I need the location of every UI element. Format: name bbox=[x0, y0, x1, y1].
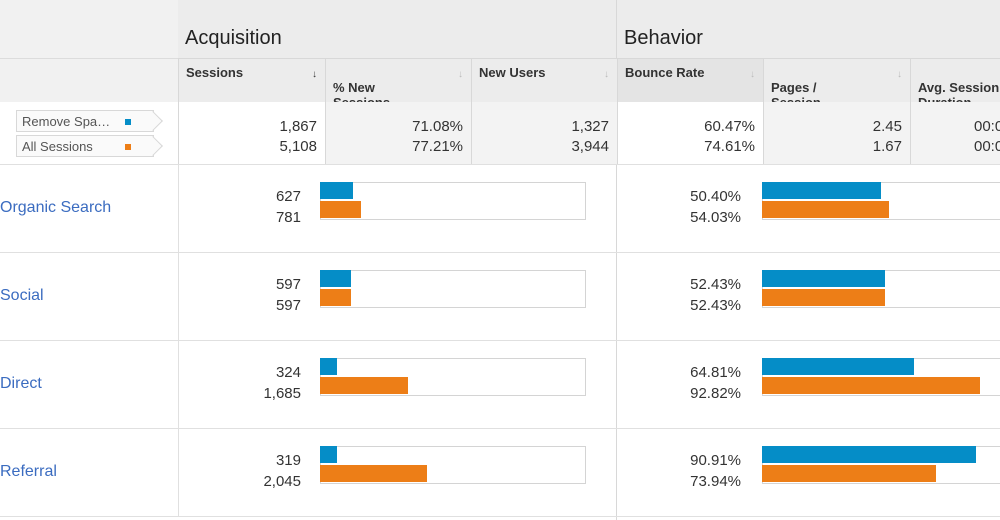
sessions-value: 319 bbox=[275, 452, 301, 469]
bounce-bar-segment-b bbox=[762, 377, 980, 394]
sessions-value: 1,685 bbox=[263, 385, 301, 402]
summary-new-users: 1,327 3,944 bbox=[471, 102, 617, 164]
summary-value: 00:0 bbox=[974, 138, 1000, 155]
summary-value: 77.21% bbox=[412, 138, 463, 155]
summary-bounce: 60.47% 74.61% bbox=[617, 102, 763, 164]
group-divider bbox=[616, 0, 617, 520]
sessions-bar-segment-a bbox=[320, 446, 337, 463]
sort-arrow-icon[interactable]: ↓ bbox=[312, 69, 317, 80]
divider bbox=[0, 58, 178, 59]
segment-label: Remove Spa… bbox=[22, 114, 111, 129]
sort-arrow-icon[interactable]: ↓ bbox=[604, 69, 609, 80]
col-header-pages-session[interactable]: Pages / Session ↓ bbox=[763, 58, 910, 110]
sessions-bar-segment-b bbox=[320, 465, 427, 482]
sort-arrow-icon[interactable]: ↓ bbox=[458, 69, 463, 80]
row-label-direct[interactable]: Direct bbox=[0, 375, 42, 392]
summary-value: 1.67 bbox=[872, 138, 902, 155]
sessions-bar-segment-a bbox=[320, 182, 353, 199]
bounce-bar-segment-a bbox=[762, 446, 976, 463]
row-label-referral[interactable]: Referral bbox=[0, 463, 57, 480]
bounce-bar-segment-a bbox=[762, 358, 914, 375]
sessions-bar-segment-a bbox=[320, 358, 337, 375]
divider bbox=[0, 340, 1000, 341]
summary-value: 2.45 bbox=[872, 118, 902, 135]
divider bbox=[178, 341, 179, 429]
divider bbox=[0, 428, 1000, 429]
col-header-new-users[interactable]: New Users ↓ bbox=[471, 58, 617, 102]
bounce-bar-segment-a bbox=[762, 270, 885, 287]
bounce-bar-segment-b bbox=[762, 201, 889, 218]
segment-color-dot-icon bbox=[125, 119, 131, 125]
divider bbox=[0, 164, 1000, 165]
sessions-bar-segment-b bbox=[320, 201, 361, 218]
col-header-sessions[interactable]: Sessions ↓ bbox=[178, 58, 325, 102]
summary-value: 00:0 bbox=[974, 118, 1000, 135]
summary-duration: 00:0 00:0 bbox=[910, 102, 1000, 164]
summary-pct-new: 71.08% 77.21% bbox=[325, 102, 471, 164]
bounce-bar-segment-b bbox=[762, 289, 885, 306]
summary-value: 74.61% bbox=[704, 138, 755, 155]
sort-arrow-icon[interactable]: ↓ bbox=[897, 69, 902, 80]
divider bbox=[0, 252, 1000, 253]
bounce-rate-value: 90.91% bbox=[690, 452, 741, 469]
bounce-rate-value: 54.03% bbox=[690, 209, 741, 226]
col-label: New Users bbox=[479, 65, 546, 80]
divider bbox=[178, 429, 179, 517]
sessions-bar-frame bbox=[320, 182, 586, 220]
segment-chip-remove-spam[interactable]: Remove Spa… bbox=[16, 110, 154, 132]
summary-value: 3,944 bbox=[571, 138, 609, 155]
col-header-bounce-rate[interactable]: Bounce Rate ↓ bbox=[617, 58, 763, 102]
sort-arrow-icon[interactable]: ↓ bbox=[750, 69, 755, 80]
summary-value: 5,108 bbox=[279, 138, 317, 155]
bounce-rate-value: 92.82% bbox=[690, 385, 741, 402]
summary-sessions: 1,867 5,108 bbox=[178, 102, 325, 164]
col-label: Sessions bbox=[186, 65, 244, 80]
summary-pages: 2.45 1.67 bbox=[763, 102, 910, 164]
divider bbox=[0, 516, 1000, 517]
bounce-bar-segment-a bbox=[762, 182, 881, 199]
row-label-organic-search[interactable]: Organic Search bbox=[0, 199, 112, 216]
col-label: Bounce Rate bbox=[625, 65, 705, 80]
bounce-rate-value: 50.40% bbox=[690, 188, 741, 205]
summary-value: 1,327 bbox=[571, 118, 609, 135]
sessions-value: 2,045 bbox=[263, 473, 301, 490]
segment-color-dot-icon bbox=[125, 144, 131, 150]
summary-value: 60.47% bbox=[704, 118, 755, 135]
divider bbox=[178, 253, 179, 341]
header-left-blank bbox=[0, 0, 178, 102]
col-header-pct-new-sessions[interactable]: % New Sessions ↓ bbox=[325, 58, 471, 110]
sessions-value: 597 bbox=[275, 276, 301, 293]
summary-value: 71.08% bbox=[412, 118, 463, 135]
sessions-value: 627 bbox=[275, 188, 301, 205]
col-header-avg-session-duration[interactable]: Avg. Session Duration bbox=[910, 58, 1000, 102]
summary-value: 1,867 bbox=[279, 118, 317, 135]
sessions-value: 781 bbox=[275, 209, 301, 226]
sessions-bar-segment-b bbox=[320, 377, 408, 394]
group-title-behavior: Behavior bbox=[624, 27, 703, 49]
sessions-value: 324 bbox=[275, 364, 301, 381]
sessions-value: 597 bbox=[275, 297, 301, 314]
group-title-acquisition: Acquisition bbox=[185, 27, 282, 49]
bounce-rate-value: 52.43% bbox=[690, 297, 741, 314]
divider bbox=[178, 165, 179, 253]
segment-chip-all-sessions[interactable]: All Sessions bbox=[16, 135, 154, 157]
sessions-bar-segment-a bbox=[320, 270, 351, 287]
sessions-bar-frame bbox=[320, 270, 586, 308]
sessions-bar-segment-b bbox=[320, 289, 351, 306]
segment-label: All Sessions bbox=[22, 139, 93, 154]
bounce-rate-value: 52.43% bbox=[690, 276, 741, 293]
bounce-rate-value: 73.94% bbox=[690, 473, 741, 490]
col-label: Avg. Session Duration bbox=[918, 80, 1000, 102]
bounce-rate-value: 64.81% bbox=[690, 364, 741, 381]
bounce-bar-segment-b bbox=[762, 465, 936, 482]
row-label-social[interactable]: Social bbox=[0, 287, 44, 304]
